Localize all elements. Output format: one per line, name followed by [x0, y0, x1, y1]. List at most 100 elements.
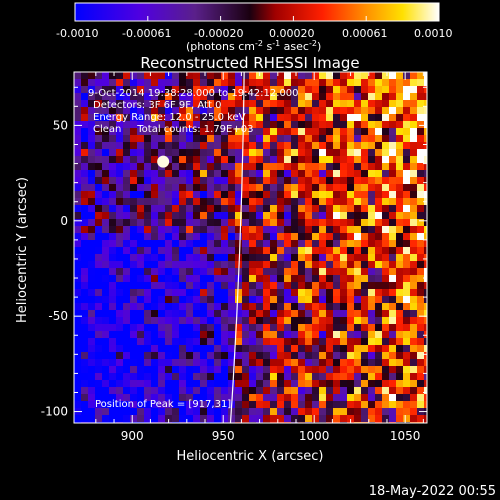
heatmap-cell [207, 387, 215, 395]
heatmap-cell [403, 387, 411, 395]
heatmap-cell [291, 310, 299, 318]
x-tick-label: 1050 [390, 429, 421, 443]
heatmap-cell [270, 191, 278, 199]
heatmap-cell [200, 149, 208, 157]
heatmap-cell [151, 212, 159, 220]
heatmap-cell [102, 121, 110, 129]
heatmap-cell [305, 198, 313, 206]
heatmap-cell [396, 72, 404, 80]
heatmap-cell [102, 114, 110, 122]
heatmap-cell [263, 387, 271, 395]
heatmap-cell [396, 345, 404, 353]
heatmap-cell [102, 415, 110, 423]
heatmap-cell [347, 240, 355, 248]
heatmap-cell [186, 149, 194, 157]
heatmap-cell [361, 107, 369, 115]
heatmap-cell [417, 275, 425, 283]
heatmap-cell [389, 233, 397, 241]
heatmap-cell [347, 114, 355, 122]
heatmap-cell [95, 212, 103, 220]
heatmap-cell [179, 240, 187, 248]
heatmap-cell [326, 366, 334, 374]
heatmap-cell [319, 415, 327, 423]
heatmap-cell [123, 233, 131, 241]
heatmap-cell [207, 338, 215, 346]
heatmap-cell [137, 191, 145, 199]
heatmap-cell [424, 191, 427, 199]
heatmap-cell [144, 275, 152, 283]
heatmap-cell [375, 233, 383, 241]
heatmap-cell [256, 156, 264, 164]
heatmap-cell [81, 408, 89, 416]
heatmap-cell [382, 170, 390, 178]
heatmap-cell [361, 135, 369, 143]
heatmap-cell [361, 149, 369, 157]
heatmap-cell [284, 184, 292, 192]
heatmap-cell [424, 240, 427, 248]
heatmap-cell [130, 282, 138, 290]
heatmap-cell [312, 79, 320, 87]
heatmap-cell [424, 205, 427, 213]
heatmap-cell [102, 205, 110, 213]
heatmap-cell [186, 415, 194, 423]
footer-timestamp: 18-May-2022 00:55 [369, 484, 496, 499]
heatmap-cell [221, 261, 229, 269]
heatmap-cell [326, 191, 334, 199]
heatmap-cell [403, 282, 411, 290]
heatmap-cell [340, 121, 348, 129]
heatmap-cell [158, 240, 166, 248]
heatmap-cell [333, 254, 341, 262]
heatmap-cell [221, 184, 229, 192]
heatmap-cell [263, 317, 271, 325]
heatmap-cell [326, 240, 334, 248]
colorbar-tick-label: 0.0010 [414, 27, 453, 40]
heatmap-cell [88, 275, 96, 283]
heatmap-cell [221, 366, 229, 374]
heatmap-cell [340, 415, 348, 423]
heatmap-cell [361, 114, 369, 122]
heatmap-cell [88, 373, 96, 381]
heatmap-cell [214, 247, 222, 255]
heatmap-cell [151, 205, 159, 213]
heatmap-cell [333, 268, 341, 276]
heatmap-cell [186, 205, 194, 213]
heatmap-cell [403, 184, 411, 192]
heatmap-cell [284, 331, 292, 339]
heatmap-cell [417, 352, 425, 360]
heatmap-cell [249, 163, 257, 171]
heatmap-cell [200, 212, 208, 220]
heatmap-cell [389, 310, 397, 318]
heatmap-cell [123, 394, 131, 402]
heatmap-cell [305, 212, 313, 220]
heatmap-cell [179, 282, 187, 290]
heatmap-cell [340, 268, 348, 276]
heatmap-cell [277, 79, 285, 87]
heatmap-cell [284, 296, 292, 304]
heatmap-cell [102, 142, 110, 150]
heatmap-cell [361, 303, 369, 311]
heatmap-cell [228, 170, 236, 178]
heatmap-cell [270, 79, 278, 87]
heatmap-cell [340, 114, 348, 122]
heatmap-cell [95, 205, 103, 213]
heatmap-cell [340, 100, 348, 108]
heatmap-cell [109, 282, 117, 290]
heatmap-cell [417, 303, 425, 311]
heatmap-cell [298, 184, 306, 192]
heatmap-cell [116, 408, 124, 416]
heatmap-cell [193, 177, 201, 185]
heatmap-cell [228, 156, 236, 164]
heatmap-cell [186, 366, 194, 374]
heatmap-cell [109, 296, 117, 304]
heatmap-cell [347, 366, 355, 374]
heatmap-cell [375, 268, 383, 276]
colorbar-tick-label: -0.00061 [122, 27, 171, 40]
heatmap-cell [361, 72, 369, 80]
heatmap-cell [424, 261, 427, 269]
heatmap-cell [207, 135, 215, 143]
heatmap-cell [284, 114, 292, 122]
heatmap-cell [347, 163, 355, 171]
heatmap-cell [312, 86, 320, 94]
heatmap-cell [396, 198, 404, 206]
heatmap-cell [319, 135, 327, 143]
